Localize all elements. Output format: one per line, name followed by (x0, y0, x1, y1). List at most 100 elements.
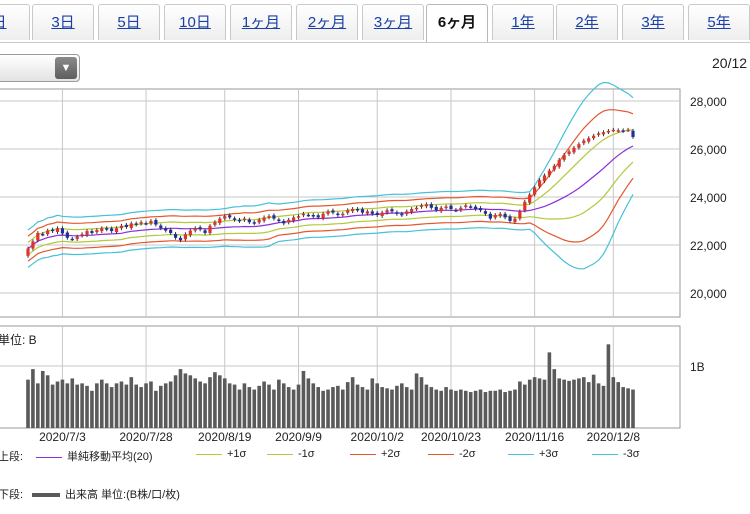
legend-plus1: +1σ (196, 448, 246, 460)
candle-body (321, 213, 325, 219)
candle-body (247, 219, 251, 223)
candle-body (616, 130, 620, 132)
candle-body (301, 213, 306, 216)
volume-bar (178, 369, 183, 428)
candle-body (306, 214, 310, 217)
x-tick-label: 2020/10/23 (421, 430, 481, 444)
volume-bar (562, 379, 566, 428)
volume-bar (582, 377, 586, 428)
candle-body (626, 129, 630, 132)
candle-body (375, 212, 379, 215)
legend-minus3-text: -3σ (623, 448, 640, 460)
candle-body (80, 234, 84, 236)
candle-body (65, 232, 69, 238)
band-minus2-line (27, 177, 634, 262)
candle-body (198, 227, 202, 230)
tab-2[interactable]: 5日 (98, 4, 160, 40)
volume-bar (586, 382, 591, 428)
candle-body (282, 221, 286, 224)
volume-bar (119, 381, 124, 428)
volume-bar (262, 381, 266, 428)
x-tick-label: 2020/11/16 (505, 430, 564, 444)
volume-bar (281, 383, 286, 428)
volume-bar (385, 388, 389, 428)
legend-minus2: -2σ (428, 448, 476, 460)
volume-bar (483, 392, 488, 428)
x-tick-label: 2020/12/8 (587, 430, 641, 444)
candle-body (542, 175, 547, 182)
candle-body (537, 180, 542, 187)
volume-bar (50, 384, 55, 428)
legend-minus1: -1σ (267, 448, 315, 460)
candle-body (75, 236, 79, 239)
volume-bar (355, 384, 360, 428)
candle-body (90, 231, 94, 233)
tab-10[interactable]: 3年 (622, 4, 684, 40)
candle-body (395, 212, 399, 214)
tab-5[interactable]: 2ヶ月 (296, 4, 358, 40)
candle-body (405, 211, 409, 215)
candle-body (606, 131, 611, 133)
legend-sma-text: 単純移動平均(20) (67, 451, 153, 463)
candle-body (547, 170, 551, 176)
volume-bar (365, 389, 370, 428)
volume-bar (434, 389, 439, 428)
tab-1[interactable]: 3日 (32, 4, 94, 40)
volume-bar (537, 378, 542, 428)
candle-body (370, 211, 374, 214)
volume-bar (227, 383, 232, 428)
volume-bar (306, 378, 311, 428)
volume-bar (222, 378, 227, 428)
volume-bar (601, 385, 606, 428)
candle-body (434, 206, 438, 211)
candle-body (552, 165, 556, 170)
volume-bar (631, 389, 635, 428)
volume-bar (503, 392, 507, 428)
candle-body (296, 216, 301, 218)
volume-bar (163, 383, 168, 428)
candle-body (164, 228, 168, 231)
volume-bar (208, 377, 212, 428)
volume-bar (316, 387, 321, 428)
legend-minus2-text: -2σ (459, 448, 476, 460)
volume-bar (596, 383, 601, 428)
y-tick-label: 26,000 (690, 143, 727, 157)
candle-body (178, 237, 183, 241)
volume-bar (454, 390, 458, 428)
volume-bar (104, 383, 109, 428)
tab-3[interactable]: 10日 (164, 4, 226, 40)
candle-body (410, 209, 414, 213)
candle-body (346, 210, 350, 213)
volume-bar (350, 377, 355, 428)
volume-bar (463, 390, 468, 428)
candle-body (124, 224, 128, 227)
tab-0[interactable]: 日 (0, 4, 30, 40)
tab-9[interactable]: 2年 (556, 4, 618, 40)
tab-8[interactable]: 1年 (492, 4, 554, 40)
chart-type-select[interactable]: ▼ (0, 54, 80, 82)
candle-body (483, 211, 488, 214)
volume-unit-label: 単位: B (0, 332, 37, 347)
volume-bar (513, 389, 517, 428)
volume-bar (159, 385, 163, 428)
candle-body (85, 231, 89, 236)
candle-body (592, 135, 596, 139)
tab-6[interactable]: 3ヶ月 (362, 4, 424, 40)
tab-4[interactable]: 1ヶ月 (230, 4, 292, 40)
volume-bar (257, 385, 261, 428)
plus3-swatch (508, 453, 534, 455)
volume-bar (31, 369, 35, 428)
tab-11[interactable]: 5年 (688, 4, 750, 40)
candle-body (232, 218, 237, 220)
candle-body (173, 233, 178, 238)
candle-body (336, 213, 340, 216)
volume-bar (36, 383, 40, 428)
tab-7[interactable]: 6ヶ月 (426, 4, 488, 42)
dropdown-arrow-icon[interactable]: ▼ (55, 57, 77, 79)
candle-body (311, 215, 315, 217)
candle-body (469, 206, 473, 208)
candle-body (188, 230, 192, 236)
candle-body (252, 222, 256, 224)
volume-bar (149, 381, 153, 428)
volume-swatch (32, 493, 60, 498)
